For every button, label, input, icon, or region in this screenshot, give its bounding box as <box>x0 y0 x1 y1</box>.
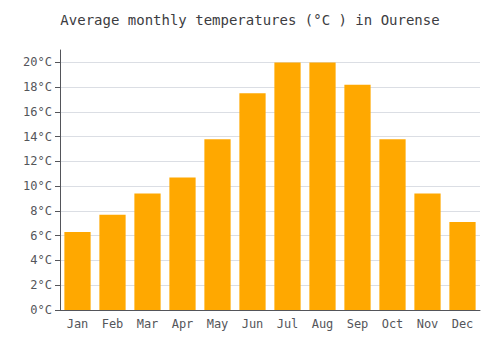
svg-text:18°C: 18°C <box>23 80 52 94</box>
svg-text:20°C: 20°C <box>23 55 52 69</box>
svg-text:12°C: 12°C <box>23 154 52 168</box>
svg-text:Aug: Aug <box>312 317 334 331</box>
svg-text:Average monthly temperatures (: Average monthly temperatures (°C ) in Ou… <box>60 12 439 28</box>
svg-text:10°C: 10°C <box>23 179 52 193</box>
svg-text:Jul: Jul <box>277 317 299 331</box>
svg-text:4°C: 4°C <box>30 253 52 267</box>
svg-text:14°C: 14°C <box>23 130 52 144</box>
svg-text:May: May <box>207 317 229 331</box>
svg-text:Apr: Apr <box>172 317 194 331</box>
svg-text:0°C: 0°C <box>30 303 52 317</box>
svg-text:Oct: Oct <box>382 317 404 331</box>
svg-text:8°C: 8°C <box>30 204 52 218</box>
svg-text:Jan: Jan <box>67 317 89 331</box>
svg-text:6°C: 6°C <box>30 229 52 243</box>
svg-text:Mar: Mar <box>137 317 159 331</box>
svg-text:Dec: Dec <box>452 317 474 331</box>
svg-text:16°C: 16°C <box>23 105 52 119</box>
svg-text:Nov: Nov <box>417 317 439 331</box>
svg-text:Sep: Sep <box>347 317 369 331</box>
svg-text:Jun: Jun <box>242 317 264 331</box>
svg-text:Feb: Feb <box>102 317 124 331</box>
svg-text:2°C: 2°C <box>30 278 52 292</box>
